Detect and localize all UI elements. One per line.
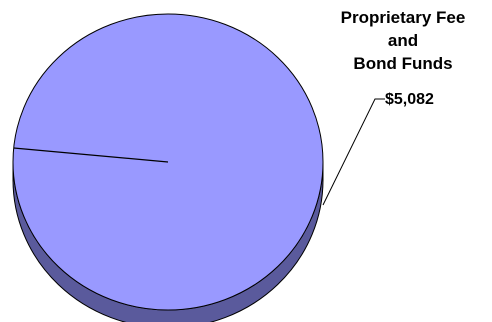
leader-line	[322, 98, 385, 206]
slice-label: Proprietary Fee and Bond Funds	[318, 6, 488, 75]
slice-value-label: $5,082	[385, 91, 434, 108]
slice-divider-line	[13, 147, 169, 163]
slice-label-line-1: Proprietary Fee	[340, 8, 466, 27]
slice-label-line-3: Bond Funds	[353, 54, 453, 73]
slice-label-line-2: and	[387, 31, 419, 50]
